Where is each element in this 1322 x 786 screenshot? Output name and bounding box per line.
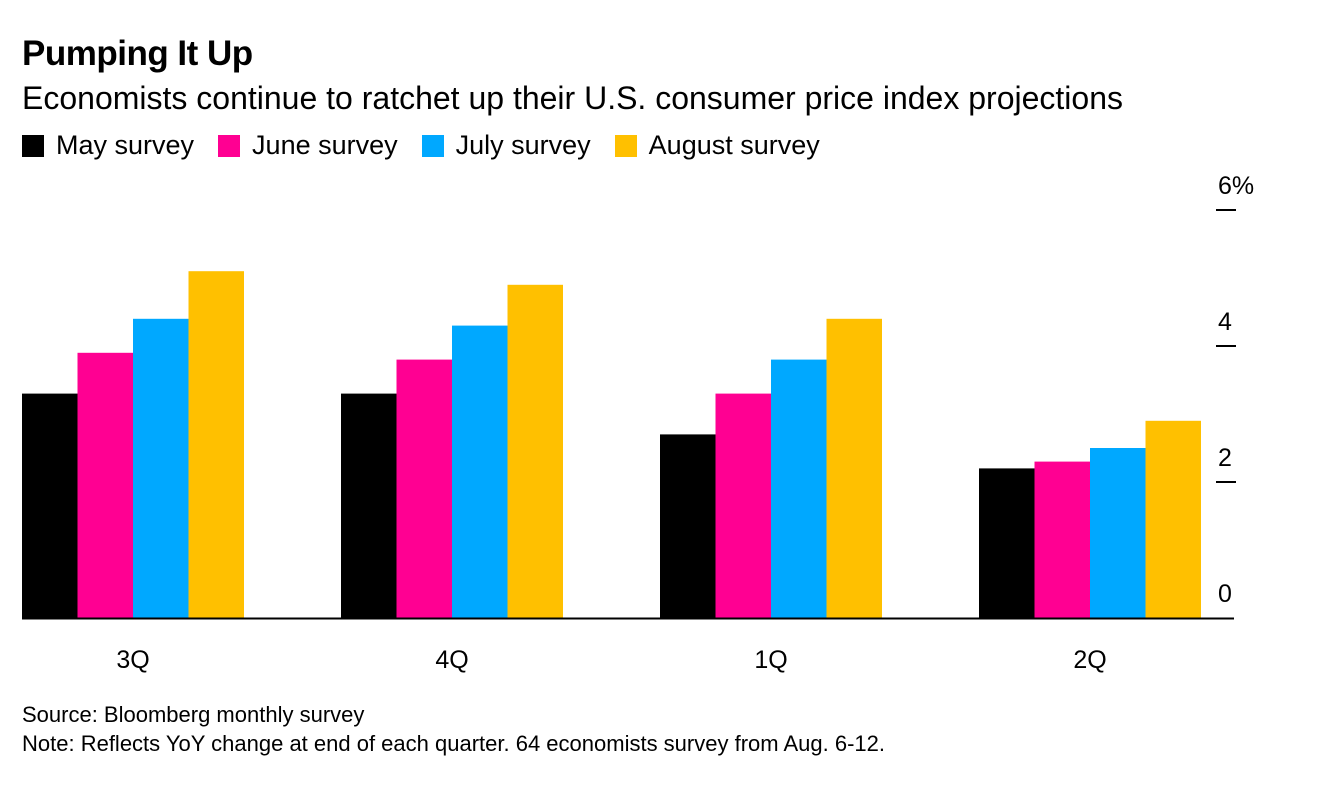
- bar-1q-july-survey: [771, 359, 827, 618]
- bar-1q-may-survey: [660, 434, 716, 618]
- legend-swatch-may: [22, 134, 44, 157]
- legend-item-july: July survey: [421, 130, 591, 161]
- legend-label-may: May survey: [56, 130, 195, 160]
- y-tick-label-6: 6%: [1218, 172, 1254, 200]
- legend-swatch-june: [218, 134, 241, 157]
- chart-title: Pumping It Up: [22, 34, 253, 73]
- x-tick-label-1q: 1Q: [754, 646, 787, 674]
- y-tick-label-0: 0: [1218, 580, 1232, 608]
- bar-4q-july-survey: [452, 325, 508, 618]
- methodology-note: Note: Reflects YoY change at end of each…: [22, 731, 886, 756]
- y-tick-label-2: 2: [1218, 444, 1232, 472]
- bar-3q-june-survey: [77, 352, 133, 618]
- bar-chart: 3Q 4Q 1Q 2Q 0 2 4 6%: [22, 172, 1254, 674]
- legend-item-august: August survey: [614, 130, 820, 161]
- bar-2q-june-survey: [1034, 461, 1090, 618]
- legend-item-may: May survey: [22, 130, 194, 161]
- chart-footer: Source: Bloomberg monthly survey Note: R…: [22, 700, 885, 758]
- bar-3q-august-survey: [188, 271, 244, 618]
- legend-item-june: June survey: [218, 130, 398, 161]
- bar-1q-august-survey: [826, 318, 882, 618]
- bar-3q-july-survey: [133, 318, 189, 618]
- bar-2q-august-survey: [1145, 420, 1201, 618]
- legend-label-june: June survey: [252, 130, 398, 160]
- legend: May survey June survey July survey Augus…: [22, 130, 844, 161]
- legend-swatch-july: [421, 134, 444, 157]
- bar-4q-august-survey: [507, 284, 563, 618]
- bar-4q-june-survey: [396, 359, 452, 618]
- bar-4q-may-survey: [341, 393, 397, 618]
- x-tick-label-3q: 3Q: [116, 646, 149, 674]
- bar-3q-may-survey: [22, 393, 78, 618]
- chart-subtitle: Economists continue to ratchet up their …: [22, 80, 1123, 116]
- legend-swatch-august: [614, 134, 637, 157]
- bar-1q-june-survey: [715, 393, 771, 618]
- bar-2q-july-survey: [1090, 448, 1146, 618]
- source-note: Source: Bloomberg monthly survey: [22, 702, 365, 727]
- x-tick-label-4q: 4Q: [435, 646, 468, 674]
- bar-2q-may-survey: [979, 468, 1035, 618]
- legend-label-august: August survey: [648, 130, 820, 160]
- legend-label-july: July survey: [455, 130, 591, 160]
- x-tick-label-2q: 2Q: [1073, 646, 1106, 674]
- y-tick-label-4: 4: [1218, 308, 1232, 336]
